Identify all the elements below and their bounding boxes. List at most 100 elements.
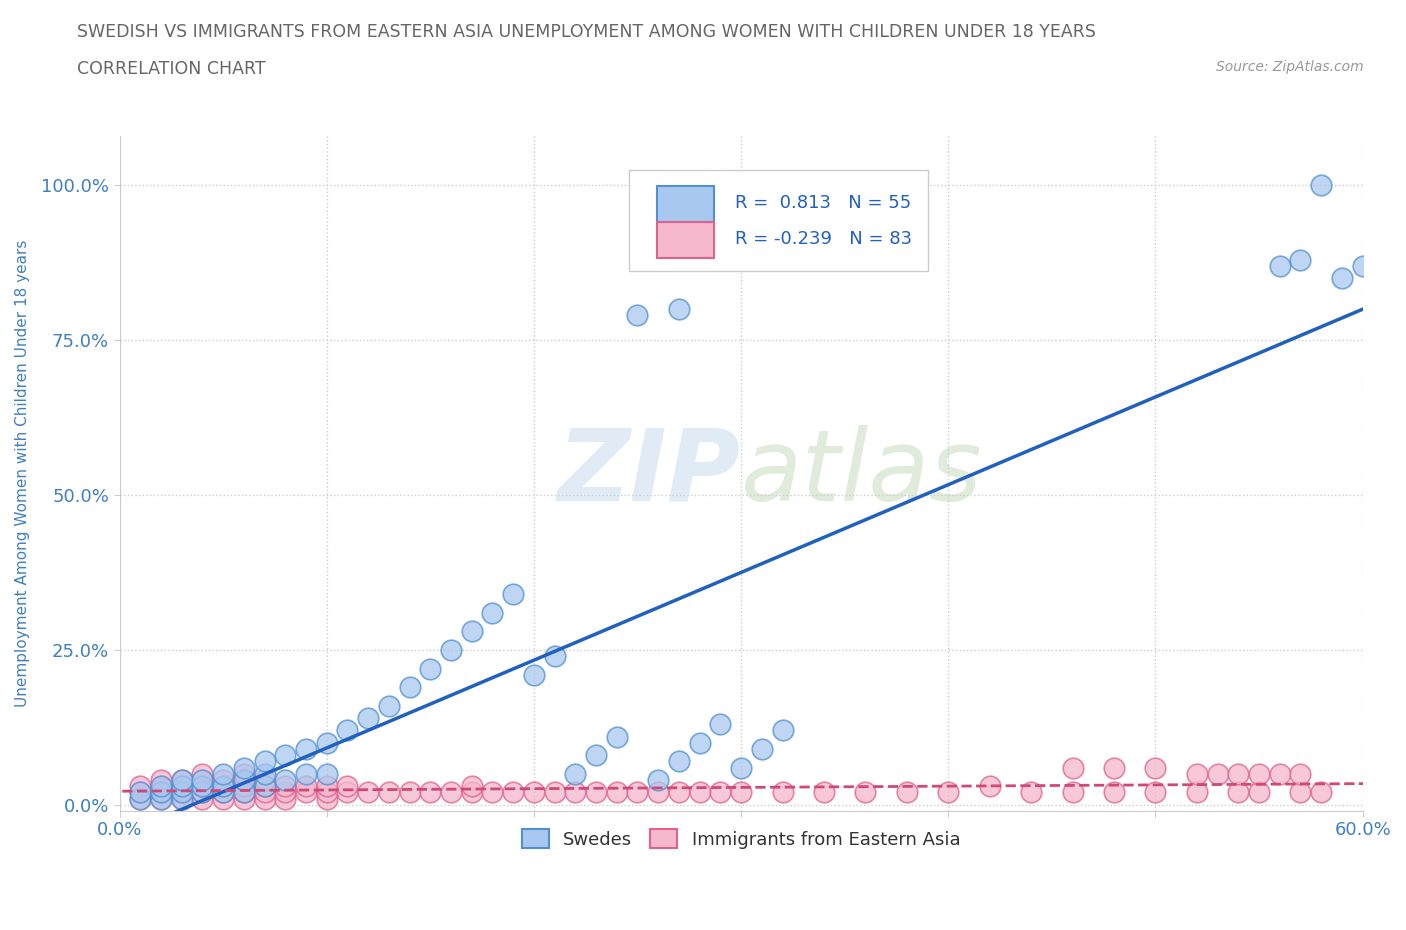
Point [274,785,297,800]
Point [668,302,690,317]
Point [1185,785,1208,800]
Point [543,785,565,800]
Point [149,791,172,806]
Point [1206,766,1229,781]
Point [502,587,524,602]
Point [564,766,586,781]
Point [170,791,193,806]
FancyBboxPatch shape [657,186,714,222]
Point [129,791,152,806]
Point [1227,766,1250,781]
Point [253,766,276,781]
Point [191,773,214,788]
Point [564,785,586,800]
Point [1062,760,1084,775]
Text: atlas: atlas [741,425,983,522]
Point [191,778,214,793]
Point [523,785,546,800]
Point [295,741,318,756]
Point [212,778,235,793]
Point [191,766,214,781]
Point [336,723,359,737]
Point [398,785,420,800]
Point [440,643,463,658]
Point [191,791,214,806]
Point [378,698,401,713]
Point [149,791,172,806]
Point [1289,252,1312,267]
Point [1247,766,1270,781]
Point [212,773,235,788]
Point [274,773,297,788]
Point [813,785,835,800]
Point [191,785,214,800]
Point [232,766,254,781]
Point [647,773,669,788]
Point [461,778,484,793]
Text: CORRELATION CHART: CORRELATION CHART [77,60,266,78]
Point [626,785,648,800]
Point [212,785,235,800]
Point [1268,259,1291,273]
Point [212,785,235,800]
Point [606,785,628,800]
Point [709,785,731,800]
Y-axis label: Unemployment Among Women with Children Under 18 years: Unemployment Among Women with Children U… [15,240,30,707]
Point [232,773,254,788]
Point [357,711,380,725]
Point [543,648,565,663]
Point [295,778,318,793]
Point [315,791,337,806]
Point [772,723,794,737]
Point [1102,785,1125,800]
Point [419,661,441,676]
Point [191,785,214,800]
Point [274,748,297,763]
Point [295,785,318,800]
Point [709,717,731,732]
Point [232,778,254,793]
Point [253,754,276,769]
Point [1289,766,1312,781]
Point [1310,785,1333,800]
Text: SWEDISH VS IMMIGRANTS FROM EASTERN ASIA UNEMPLOYMENT AMONG WOMEN WITH CHILDREN U: SWEDISH VS IMMIGRANTS FROM EASTERN ASIA … [77,23,1097,41]
Point [853,785,876,800]
Point [1102,760,1125,775]
Point [274,778,297,793]
Point [253,778,276,793]
Point [170,773,193,788]
Point [232,791,254,806]
Point [606,729,628,744]
Point [253,773,276,788]
FancyBboxPatch shape [657,221,714,259]
Point [232,760,254,775]
Point [336,778,359,793]
Point [979,778,1001,793]
Point [585,785,607,800]
Text: R =  0.813   N = 55: R = 0.813 N = 55 [735,194,911,212]
Text: Source: ZipAtlas.com: Source: ZipAtlas.com [1216,60,1364,74]
Point [253,785,276,800]
Point [295,766,318,781]
Point [315,766,337,781]
Point [689,785,711,800]
Point [191,773,214,788]
Point [647,785,669,800]
Point [730,760,752,775]
Point [1289,785,1312,800]
Point [398,680,420,695]
Point [1351,259,1374,273]
Point [357,785,380,800]
Point [1310,178,1333,193]
Point [668,754,690,769]
Point [1185,766,1208,781]
Point [212,778,235,793]
Point [149,778,172,793]
Point [585,748,607,763]
Point [212,791,235,806]
Point [378,785,401,800]
Point [1227,785,1250,800]
Point [336,785,359,800]
Point [419,785,441,800]
Point [315,778,337,793]
